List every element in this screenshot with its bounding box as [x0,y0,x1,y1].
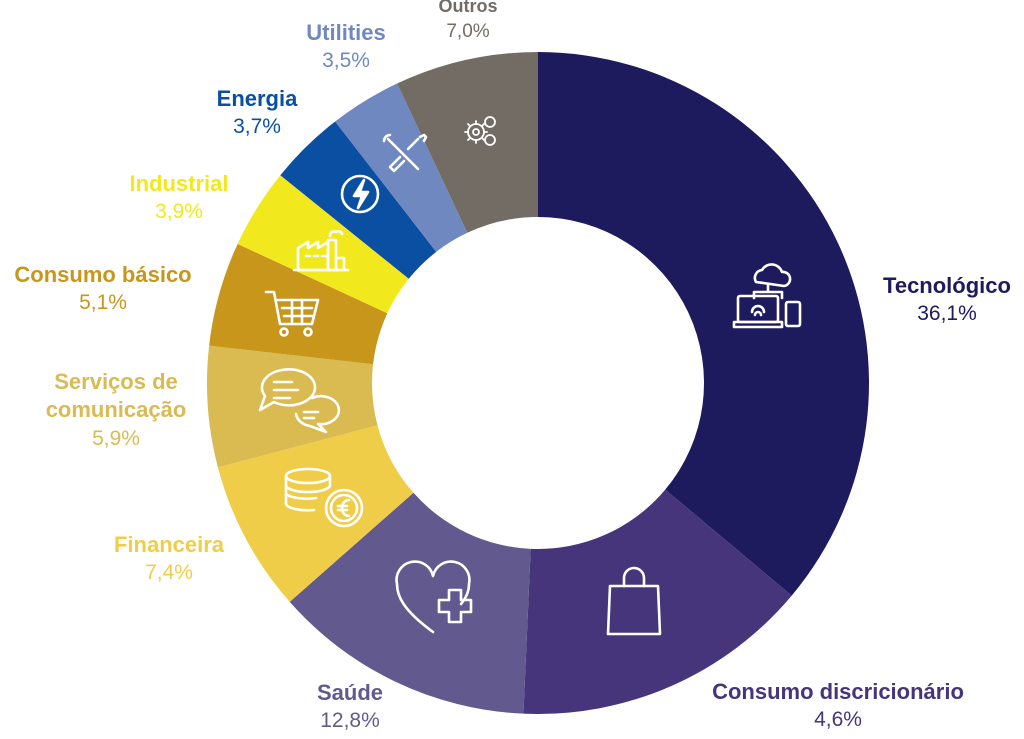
label-value: 5,1% [79,291,127,315]
label-name: Utilities [306,20,386,45]
label-value: 7,4% [145,561,193,585]
label-saude: Saúde 12,8% [290,680,410,733]
label-value: 12,8% [320,709,380,733]
chat-bubbles-icon [258,368,341,434]
label-servicos-comunicacao: Serviços de comunicação 5,9% [18,369,214,451]
slice-outros [397,52,538,233]
slice-utilities [335,83,468,252]
label-name: Outros [438,0,498,16]
gears-icon [464,116,496,146]
slice-energia [280,121,437,279]
slice-saúde [289,492,531,714]
label-name: Consumo discricionário [712,679,964,704]
heart-plus-icon [395,560,473,634]
label-value: 3,7% [233,115,281,139]
factory-icon [292,230,350,272]
label-name: Financeira [113,532,225,557]
label-name: Tecnológico [883,273,1011,298]
slice-consumo-básico [209,243,388,365]
label-energia: Energia 3,7% [196,86,318,139]
label-tecnologico: Tecnológico 36,1% [872,273,1022,326]
slice-icons [258,116,802,636]
label-name-line2: comunicação [45,397,187,423]
label-consumo-discricionario: Consumo discricionário 4,6% [686,679,990,732]
label-utilities: Utilities 3,5% [288,20,404,73]
label-name: Energia [216,86,298,111]
label-value: 36,1% [917,302,977,326]
donut-slices [207,52,869,714]
devices-cloud-icon [732,263,802,329]
coins-euro-icon [284,467,364,528]
label-name: Saúde [316,680,384,705]
tools-icon [382,133,428,173]
label-value: 7,0% [446,20,490,42]
label-financeira: Financeira 7,4% [98,532,240,585]
label-value: 5,9% [92,426,140,450]
shopping-cart-icon [264,290,320,337]
label-value: 3,9% [155,200,203,224]
label-name-line1: Serviços de [54,369,178,394]
slice-financeira [217,425,414,602]
label-industrial: Industrial 3,9% [112,171,246,224]
label-value: 3,5% [322,49,370,73]
slice-tecnológico [538,52,869,596]
shopping-bag-icon [606,566,662,636]
label-name: Industrial [129,171,229,196]
label-consumo-basico: Consumo básico 5,1% [0,262,206,315]
label-value: 4,6% [814,708,862,732]
lightning-icon [340,174,380,214]
label-outros: Outros 7,0% [418,0,518,43]
label-name: Consumo básico [14,262,192,287]
